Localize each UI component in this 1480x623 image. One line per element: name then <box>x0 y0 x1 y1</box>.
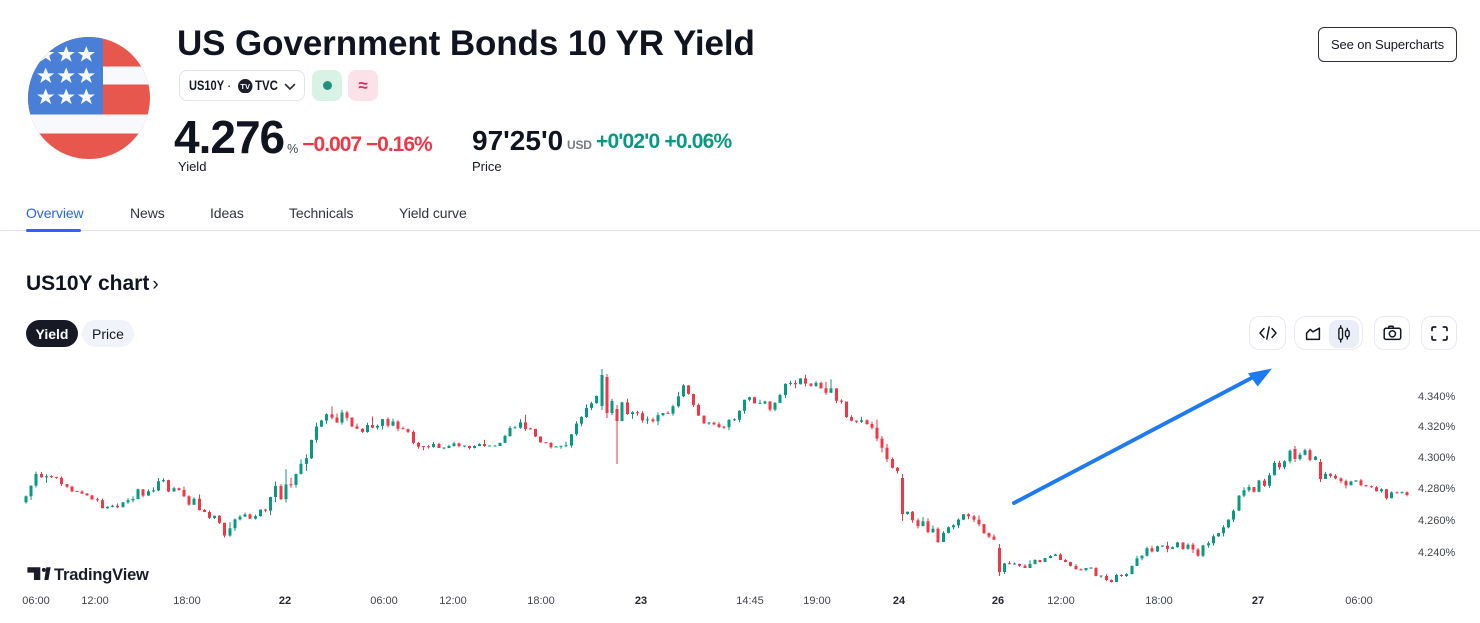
svg-text:06:00: 06:00 <box>22 595 50 607</box>
svg-text:TradingView: TradingView <box>54 566 149 584</box>
svg-text:22: 22 <box>279 595 291 607</box>
svg-text:19:00: 19:00 <box>803 595 831 607</box>
svg-text:23: 23 <box>635 595 647 607</box>
svg-text:14:45: 14:45 <box>736 595 764 607</box>
svg-text:4.300%: 4.300% <box>1418 452 1456 464</box>
svg-text:18:00: 18:00 <box>173 595 201 607</box>
svg-text:06:00: 06:00 <box>370 595 398 607</box>
svg-text:12:00: 12:00 <box>1047 595 1075 607</box>
svg-text:18:00: 18:00 <box>527 595 555 607</box>
svg-text:12:00: 12:00 <box>81 595 109 607</box>
svg-text:18:00: 18:00 <box>1145 595 1173 607</box>
svg-text:27: 27 <box>1252 595 1264 607</box>
svg-text:4.340%: 4.340% <box>1418 391 1456 403</box>
svg-text:26: 26 <box>992 595 1004 607</box>
svg-text:06:00: 06:00 <box>1345 595 1373 607</box>
svg-text:12:00: 12:00 <box>439 595 467 607</box>
svg-text:4.260%: 4.260% <box>1418 515 1456 527</box>
svg-text:4.240%: 4.240% <box>1418 547 1456 559</box>
svg-text:24: 24 <box>893 595 906 607</box>
svg-text:TV: TV <box>240 82 250 91</box>
svg-text:4.280%: 4.280% <box>1418 483 1456 495</box>
svg-text:4.320%: 4.320% <box>1418 421 1456 433</box>
